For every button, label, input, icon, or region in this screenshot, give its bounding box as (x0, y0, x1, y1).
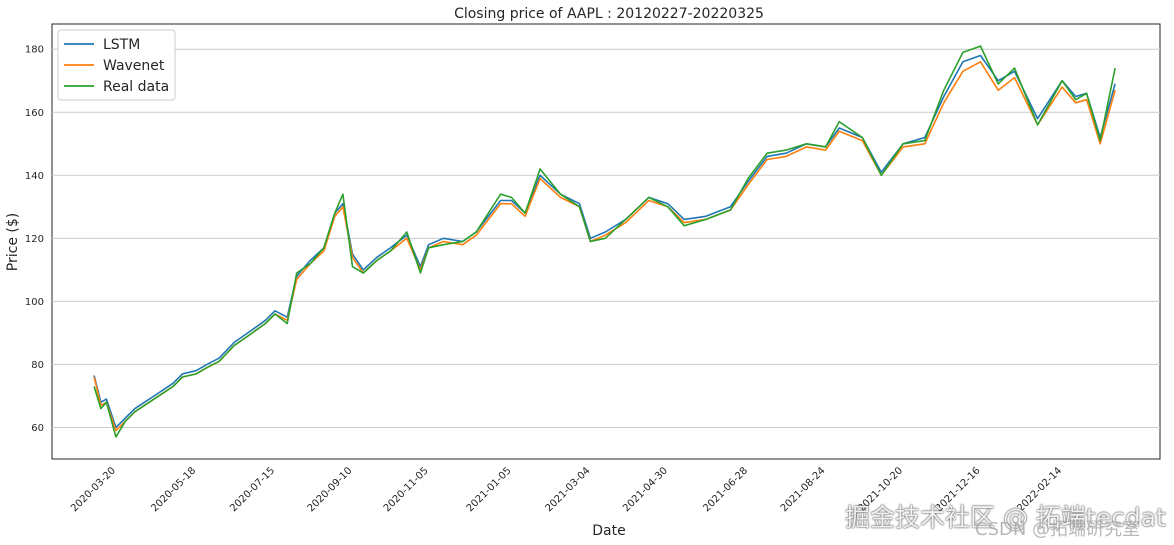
legend-label: Real data (103, 79, 169, 95)
legend-label: LSTM (103, 37, 140, 53)
y-axis-label: Price ($) (5, 213, 21, 271)
x-tick-label: 2021-06-28 (701, 465, 750, 514)
y-tick-label: 160 (25, 108, 44, 119)
x-tick-label: 2021-04-30 (621, 465, 670, 514)
legend-label: Wavenet (103, 58, 165, 74)
watermark-primary: 掘金技术社区 @ 拓端tecdat (845, 503, 1166, 532)
x-axis-label: Date (592, 523, 625, 539)
series-line-real-data (93, 45, 1116, 438)
legend: LSTM Wavenet Real data (57, 29, 176, 101)
y-tick-labels: 60 80 100 120 140 160 180 (25, 45, 44, 434)
legend-box (57, 29, 176, 101)
x-tick-label: 2021-01-05 (465, 465, 514, 514)
x-tick-label: 2020-05-18 (149, 465, 198, 514)
y-gridlines (52, 48, 1160, 428)
series-line-lstm (93, 54, 1116, 429)
y-tick-label: 100 (25, 297, 44, 308)
y-tick-label: 80 (31, 360, 44, 371)
series-lines (93, 45, 1116, 438)
y-tick-label: 140 (25, 171, 44, 182)
y-tick-label: 180 (25, 45, 44, 56)
y-tick-label: 120 (25, 234, 44, 245)
plot-area (51, 23, 1161, 460)
x-tick-label: 2021-08-24 (779, 465, 828, 514)
chart-title: Closing price of AAPL : 20120227-2022032… (454, 6, 764, 22)
x-tick-label: 2021-03-04 (544, 465, 593, 514)
x-tick-label: 2020-09-10 (306, 465, 355, 514)
y-tick-label: 60 (31, 423, 44, 434)
x-tick-label: 2020-11-05 (382, 465, 431, 514)
x-tick-label: 2020-03-20 (69, 465, 118, 514)
watermark-secondary: CSDN @拓端研究室 (975, 519, 1141, 540)
x-tick-label: 2020-07-15 (228, 465, 277, 514)
